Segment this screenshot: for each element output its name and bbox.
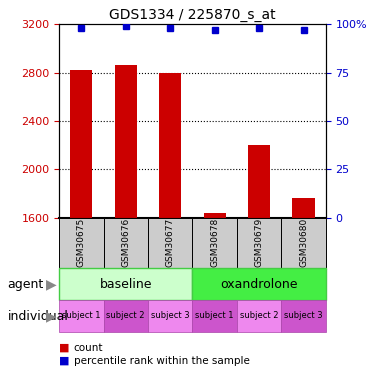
Bar <box>281 217 326 268</box>
Bar <box>281 300 326 332</box>
Bar <box>70 70 92 217</box>
Text: GSM30678: GSM30678 <box>210 218 219 267</box>
Text: subject 3: subject 3 <box>151 311 189 320</box>
Bar <box>203 213 226 217</box>
Text: subject 1: subject 1 <box>62 311 101 320</box>
Bar <box>192 300 237 332</box>
Bar <box>59 300 104 332</box>
Text: ▶: ▶ <box>46 309 57 323</box>
Bar <box>237 300 281 332</box>
Bar <box>192 217 237 268</box>
Bar <box>59 268 192 300</box>
Bar <box>159 73 181 217</box>
Bar <box>248 145 270 218</box>
Text: individual: individual <box>8 310 69 322</box>
Text: agent: agent <box>8 278 44 291</box>
Text: GSM30677: GSM30677 <box>166 218 174 267</box>
Bar <box>59 217 104 268</box>
Text: GSM30679: GSM30679 <box>255 218 264 267</box>
Text: percentile rank within the sample: percentile rank within the sample <box>74 356 250 366</box>
Text: GSM30676: GSM30676 <box>121 218 130 267</box>
Bar <box>293 198 315 217</box>
Text: GSM30675: GSM30675 <box>77 218 86 267</box>
Text: count: count <box>74 343 103 353</box>
Text: subject 2: subject 2 <box>106 311 145 320</box>
Bar <box>104 217 148 268</box>
Bar <box>192 268 326 300</box>
Text: ▶: ▶ <box>46 277 57 291</box>
Bar <box>104 300 148 332</box>
Text: subject 1: subject 1 <box>195 311 234 320</box>
Bar <box>237 217 281 268</box>
Text: ■: ■ <box>59 356 70 366</box>
Bar <box>115 65 137 218</box>
Title: GDS1334 / 225870_s_at: GDS1334 / 225870_s_at <box>109 8 276 22</box>
Text: subject 3: subject 3 <box>284 311 323 320</box>
Text: subject 2: subject 2 <box>240 311 279 320</box>
Text: oxandrolone: oxandrolone <box>220 278 298 291</box>
Bar <box>148 217 192 268</box>
Text: ■: ■ <box>59 343 70 353</box>
Bar <box>148 300 192 332</box>
Text: GSM30680: GSM30680 <box>299 218 308 267</box>
Text: baseline: baseline <box>99 278 152 291</box>
